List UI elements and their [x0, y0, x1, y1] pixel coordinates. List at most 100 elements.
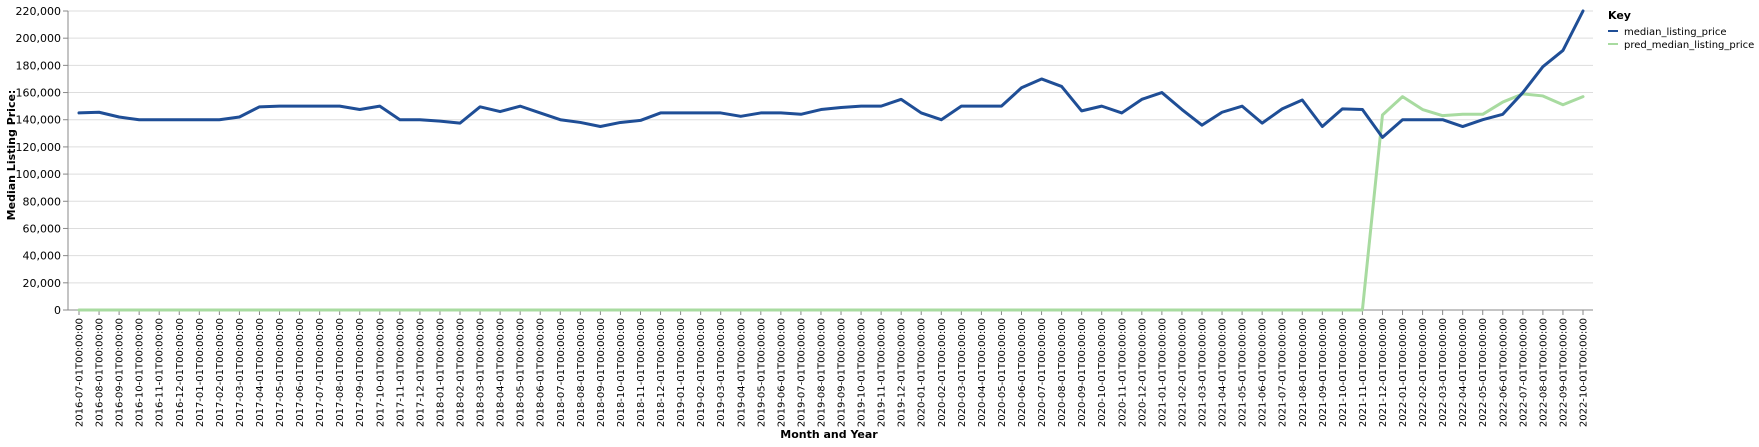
x-tick-label: 2020-08-01T00:00:00 — [1057, 318, 1068, 427]
y-tick-label: 20,000 — [23, 277, 62, 290]
x-tick-label: 2018-09-01T00:00:00 — [596, 318, 607, 427]
y-tick-label: 200,000 — [16, 32, 62, 45]
y-tick-label: 120,000 — [16, 141, 62, 154]
x-tick-label: 2021-11-01T00:00:00 — [1358, 318, 1369, 427]
x-tick-label: 2017-09-01T00:00:00 — [355, 318, 366, 427]
y-tick-label: 40,000 — [23, 250, 62, 263]
x-tick-label: 2022-09-01T00:00:00 — [1558, 318, 1569, 427]
y-tick-label: 140,000 — [16, 114, 62, 127]
x-tick-label: 2019-11-01T00:00:00 — [877, 318, 888, 427]
x-tick-label: 2021-10-01T00:00:00 — [1338, 318, 1349, 427]
x-tick-label: 2018-05-01T00:00:00 — [516, 318, 527, 427]
x-tick-label: 2018-10-01T00:00:00 — [616, 318, 627, 427]
x-tick-label: 2018-04-01T00:00:00 — [496, 318, 507, 427]
gridlines — [68, 10, 1593, 311]
x-tick-label: 2021-01-01T00:00:00 — [1157, 318, 1168, 427]
x-tick-label: 2016-09-01T00:00:00 — [115, 318, 126, 427]
legend-title: Key — [1608, 9, 1631, 22]
x-tick-label: 2017-04-01T00:00:00 — [255, 318, 266, 427]
x-tick-label: 2021-09-01T00:00:00 — [1318, 318, 1329, 427]
x-tick-label: 2017-01-01T00:00:00 — [195, 318, 206, 427]
x-tick-label: 2018-07-01T00:00:00 — [556, 318, 567, 427]
x-tick-label: 2022-01-01T00:00:00 — [1398, 318, 1409, 427]
x-tick-label: 2018-12-01T00:00:00 — [656, 318, 667, 427]
x-tick-label: 2018-11-01T00:00:00 — [636, 318, 647, 427]
series-line-median-listing-price — [77, 9, 1585, 139]
x-tick-label: 2021-12-01T00:00:00 — [1378, 318, 1389, 427]
x-tick-label: 2020-04-01T00:00:00 — [977, 318, 988, 427]
x-tick-label: 2019-06-01T00:00:00 — [776, 318, 787, 427]
x-tick-label: 2019-07-01T00:00:00 — [796, 318, 807, 427]
x-axis-title: Month and Year — [780, 428, 878, 441]
x-tick-label: 2017-11-01T00:00:00 — [395, 318, 406, 427]
x-tick-label: 2020-01-01T00:00:00 — [917, 318, 928, 427]
x-tick-label: 2019-05-01T00:00:00 — [756, 318, 767, 427]
x-tick-label: 2016-10-01T00:00:00 — [135, 318, 146, 427]
x-tick-label: 2018-08-01T00:00:00 — [576, 318, 587, 427]
series-line-pred-median-listing-price — [77, 92, 1585, 312]
x-tick-label: 2018-02-01T00:00:00 — [456, 318, 467, 427]
y-tick-label: 60,000 — [23, 222, 62, 235]
x-tick-label: 2017-06-01T00:00:00 — [295, 318, 306, 427]
x-tick-label: 2019-08-01T00:00:00 — [816, 318, 827, 427]
x-tick-label: 2022-08-01T00:00:00 — [1538, 318, 1549, 427]
x-tick-label: 2022-07-01T00:00:00 — [1518, 318, 1529, 427]
x-tick-label: 2019-03-01T00:00:00 — [716, 318, 727, 427]
x-tick-label: 2021-02-01T00:00:00 — [1177, 318, 1188, 427]
x-tick-label: 2020-11-01T00:00:00 — [1117, 318, 1128, 427]
legend: Key median_listing_price pred_median_lis… — [1608, 9, 1754, 51]
legend-label-pred-median-listing-price: pred_median_listing_price — [1624, 40, 1754, 51]
x-tick-label: 2020-10-01T00:00:00 — [1097, 318, 1108, 427]
x-tick-label: 2016-11-01T00:00:00 — [155, 318, 166, 427]
y-tick-label: 100,000 — [16, 168, 62, 181]
x-tick-label: 2020-07-01T00:00:00 — [1037, 318, 1048, 427]
series-lines — [77, 9, 1585, 312]
x-tick-label: 2016-07-01T00:00:00 — [75, 318, 86, 427]
x-tick-label: 2021-05-01T00:00:00 — [1238, 318, 1249, 427]
y-axis-title: Median Listing Price: — [5, 90, 18, 221]
y-tick-label: 180,000 — [16, 59, 62, 72]
x-tick-label: 2017-03-01T00:00:00 — [235, 318, 246, 427]
x-tick-label: 2019-02-01T00:00:00 — [696, 318, 707, 427]
x-tick-label: 2016-08-01T00:00:00 — [95, 318, 106, 427]
legend-label-median-listing-price: median_listing_price — [1624, 27, 1727, 38]
x-tick-label: 2022-04-01T00:00:00 — [1458, 318, 1469, 427]
y-tick-label: 0 — [54, 304, 61, 317]
x-tick-label: 2022-05-01T00:00:00 — [1478, 318, 1489, 427]
x-tick-label: 2021-03-01T00:00:00 — [1197, 318, 1208, 427]
x-tick-label: 2019-10-01T00:00:00 — [857, 318, 868, 427]
x-tick-label: 2017-10-01T00:00:00 — [375, 318, 386, 427]
x-tick-label: 2016-12-01T00:00:00 — [175, 318, 186, 427]
x-axis: 2016-07-01T00:00:00 2016-08-01T00:00:00 20… — [68, 309, 1593, 427]
x-tick-label: 2022-10-01T00:00:00 — [1579, 318, 1590, 427]
x-tick-label: 2020-09-01T00:00:00 — [1077, 318, 1088, 427]
x-tick-label: 2017-12-01T00:00:00 — [415, 318, 426, 427]
x-tick-label: 2022-06-01T00:00:00 — [1498, 318, 1509, 427]
x-tick-label: 2019-09-01T00:00:00 — [837, 318, 848, 427]
x-tick-label: 2021-07-01T00:00:00 — [1278, 318, 1289, 427]
x-tick-label: 2020-12-01T00:00:00 — [1137, 318, 1148, 427]
x-tick-label: 2022-03-01T00:00:00 — [1438, 318, 1449, 427]
x-tick-label: 2018-06-01T00:00:00 — [536, 318, 547, 427]
x-tick-label: 2020-02-01T00:00:00 — [937, 318, 948, 427]
x-tick-label: 2018-01-01T00:00:00 — [435, 318, 446, 427]
y-axis: 0 20,000 40,000 60,000 80,000 100,000 120,000 1… — [16, 5, 69, 317]
x-tick-label: 2017-05-01T00:00:00 — [275, 318, 286, 427]
x-tick-label: 2017-07-01T00:00:00 — [315, 318, 326, 427]
x-tick-label: 2022-02-01T00:00:00 — [1418, 318, 1429, 427]
y-tick-label: 80,000 — [23, 195, 62, 208]
x-tick-label: 2021-08-01T00:00:00 — [1298, 318, 1309, 427]
y-tick-label: 160,000 — [16, 87, 62, 100]
x-tick-label: 2019-01-01T00:00:00 — [676, 318, 687, 427]
x-tick-label: 2021-04-01T00:00:00 — [1218, 318, 1229, 427]
x-tick-label: 2021-06-01T00:00:00 — [1258, 318, 1269, 427]
x-tick-label: 2018-03-01T00:00:00 — [476, 318, 487, 427]
x-tick-label: 2020-03-01T00:00:00 — [957, 318, 968, 427]
x-tick-label: 2019-12-01T00:00:00 — [897, 318, 908, 427]
x-tick-label: 2017-08-01T00:00:00 — [335, 318, 346, 427]
x-tick-label: 2020-05-01T00:00:00 — [997, 318, 1008, 427]
x-tick-label: 2020-06-01T00:00:00 — [1017, 318, 1028, 427]
y-tick-label: 220,000 — [16, 5, 62, 18]
